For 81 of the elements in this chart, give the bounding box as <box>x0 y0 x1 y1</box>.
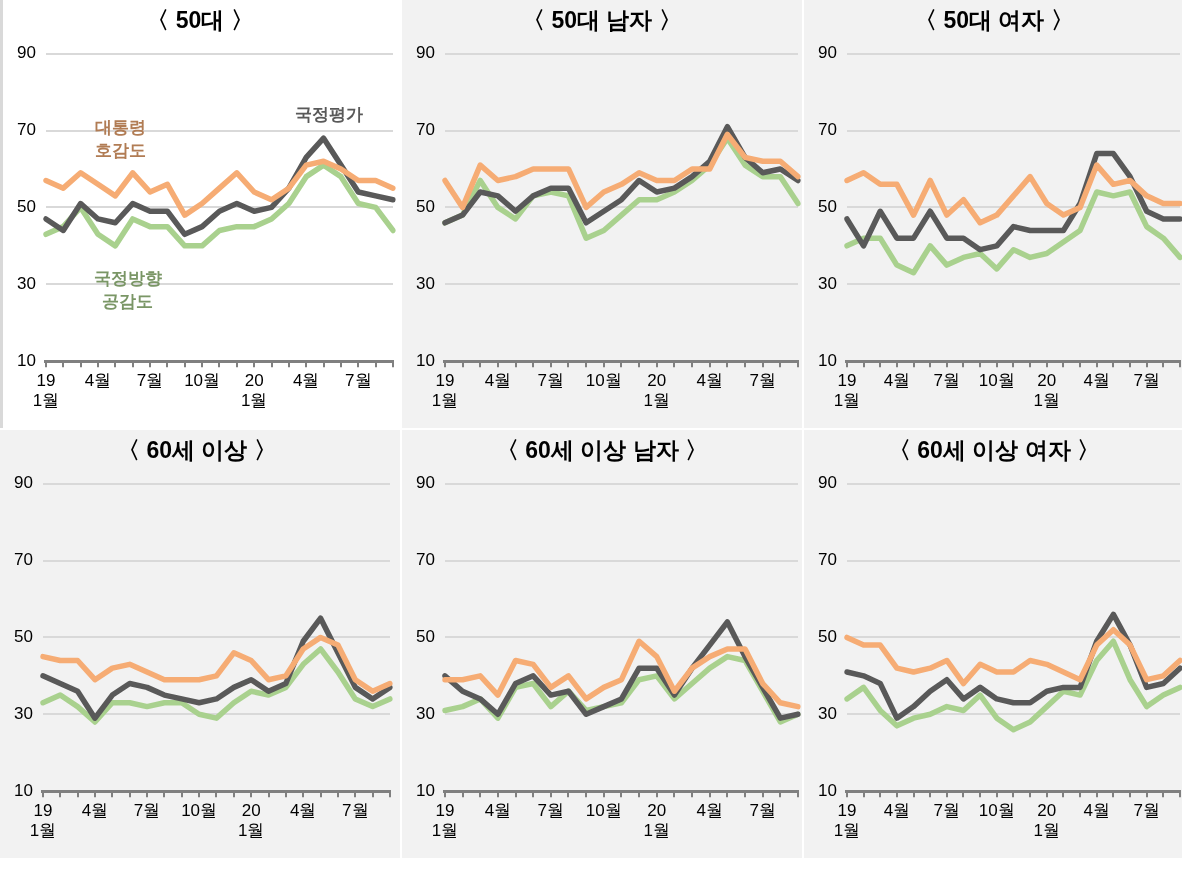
y-tick-label: 70 <box>415 550 435 570</box>
chart-title: 〈 60세 이상 남자 〉 <box>495 437 709 464</box>
x-tick-label: 7월 <box>749 371 776 391</box>
x-tick-label: 4월 <box>292 371 320 391</box>
y-tick-label: 30 <box>817 273 837 293</box>
y-tick-label: 50 <box>415 197 435 217</box>
y-tick-label: 90 <box>13 473 33 493</box>
x-tick-label: 7월 <box>537 801 565 821</box>
y-tick-label: 10 <box>415 780 435 800</box>
x-tick-label: 7월 <box>1133 801 1160 821</box>
x-tick-label: 20 1월 <box>1033 371 1060 411</box>
y-tick-label: 30 <box>415 703 435 723</box>
x-tick-label: 7월 <box>136 371 164 391</box>
y-tick-label: 30 <box>13 703 33 723</box>
x-tick-label: 7월 <box>345 371 372 391</box>
x-tick-label: 7월 <box>133 801 161 821</box>
x-tick-label: 4월 <box>289 801 317 821</box>
y-tick-label: 90 <box>817 473 837 493</box>
y-tick-label: 50 <box>817 197 837 217</box>
series-label: 국정방향 공감도 <box>93 268 162 311</box>
x-tick-label: 4월 <box>484 801 512 821</box>
y-tick-label: 90 <box>817 43 837 63</box>
series-label: 국정평가 <box>294 104 363 124</box>
x-tick-label: 10월 <box>978 371 1015 391</box>
x-tick-label: 7월 <box>342 801 369 821</box>
y-tick-label: 70 <box>415 120 435 140</box>
y-tick-label: 50 <box>415 627 435 647</box>
x-tick-label: 19 1월 <box>833 371 861 411</box>
chart-title: 〈 50대 〉 <box>146 7 254 34</box>
x-tick-label: 4월 <box>1083 801 1110 821</box>
x-tick-label: 10월 <box>181 801 218 821</box>
y-tick-label: 10 <box>415 350 435 370</box>
x-tick-label: 10월 <box>184 371 221 391</box>
chart-title: 〈 50대 남자 〉 <box>522 7 682 34</box>
x-tick-label: 4월 <box>484 371 512 391</box>
y-tick-label: 70 <box>817 550 837 570</box>
x-tick-label: 4월 <box>81 801 109 821</box>
x-tick-label: 4월 <box>696 801 723 821</box>
y-tick-label: 90 <box>415 473 435 493</box>
y-tick-label: 10 <box>16 350 36 370</box>
x-tick-label: 20 1월 <box>643 801 670 841</box>
x-tick-label: 4월 <box>1083 371 1110 391</box>
x-tick-label: 7월 <box>537 371 565 391</box>
x-tick-label: 20 1월 <box>240 371 268 411</box>
y-tick-label: 50 <box>817 627 837 647</box>
x-tick-label: 10월 <box>585 801 622 821</box>
y-tick-label: 90 <box>415 43 435 63</box>
x-tick-label: 7월 <box>1133 371 1160 391</box>
x-tick-label: 7월 <box>933 371 961 391</box>
y-tick-label: 10 <box>817 350 837 370</box>
x-tick-label: 4월 <box>883 801 911 821</box>
y-tick-label: 10 <box>817 780 837 800</box>
x-tick-label: 19 1월 <box>29 801 57 841</box>
y-tick-label: 30 <box>415 273 435 293</box>
x-tick-label: 4월 <box>883 371 911 391</box>
x-tick-label: 19 1월 <box>431 371 459 411</box>
x-tick-label: 7월 <box>933 801 961 821</box>
x-tick-label: 7월 <box>749 801 776 821</box>
y-tick-label: 50 <box>16 197 36 217</box>
y-tick-label: 70 <box>817 120 837 140</box>
x-tick-label: 19 1월 <box>32 371 60 411</box>
x-tick-label: 10월 <box>585 371 622 391</box>
chart-title: 〈 50대 여자 〉 <box>914 7 1074 34</box>
x-tick-label: 19 1월 <box>431 801 459 841</box>
x-tick-label: 4월 <box>696 371 723 391</box>
y-tick-label: 70 <box>16 120 36 140</box>
x-tick-label: 20 1월 <box>237 801 265 841</box>
x-tick-label: 20 1월 <box>1033 801 1060 841</box>
x-tick-label: 10월 <box>978 801 1015 821</box>
y-tick-label: 90 <box>16 43 36 63</box>
y-tick-label: 70 <box>13 550 33 570</box>
y-tick-label: 10 <box>13 780 33 800</box>
chart-title: 〈 60세 이상 여자 〉 <box>887 437 1101 464</box>
y-tick-label: 30 <box>16 273 36 293</box>
y-tick-label: 50 <box>13 627 33 647</box>
series-label: 대통령 호감도 <box>95 117 147 160</box>
x-tick-label: 19 1월 <box>833 801 861 841</box>
chart-title: 〈 60세 이상 〉 <box>117 437 277 464</box>
x-tick-label: 20 1월 <box>643 371 670 411</box>
x-tick-label: 4월 <box>84 371 112 391</box>
y-tick-label: 30 <box>817 703 837 723</box>
